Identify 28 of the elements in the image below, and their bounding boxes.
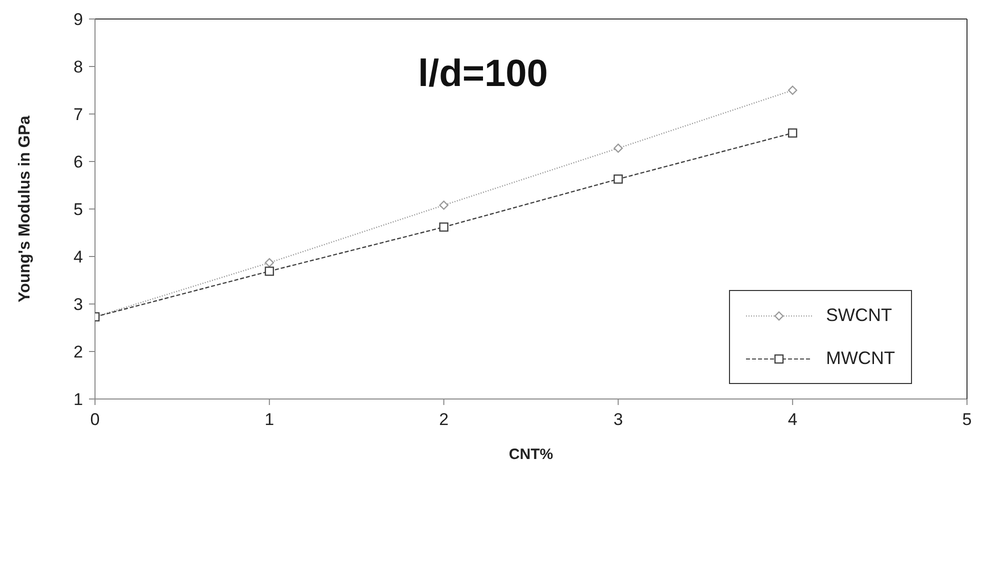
point <box>439 222 448 232</box>
point <box>788 86 798 95</box>
text: l/d=100 <box>418 53 548 96</box>
y-tick-label: 7 <box>74 105 83 124</box>
x-tick-label: 4 <box>788 410 798 430</box>
y-tick-label: 3 <box>74 295 83 314</box>
point <box>614 144 623 153</box>
point <box>264 258 274 268</box>
point <box>439 200 448 210</box>
y-tick-label: 2 <box>74 342 83 362</box>
point <box>614 174 623 184</box>
x-axis-title: CNT% <box>508 446 554 463</box>
legend-label: MWCNT <box>826 348 895 369</box>
x-tick-label: 3 <box>613 410 623 430</box>
x-tick-label: 0 <box>90 410 100 430</box>
y-tick-label: 9 <box>74 10 83 30</box>
legend-label: SWCNT <box>826 305 892 326</box>
x-tick-label: 2 <box>439 410 449 430</box>
x-tick-label: 5 <box>962 410 972 430</box>
y-axis-title: Young's Modulus in GPa <box>16 116 34 302</box>
x-tick-label: 1 <box>264 410 274 430</box>
y-tick-label: 4 <box>74 248 83 267</box>
y-tick-label: 5 <box>74 200 83 220</box>
y-tick-label: 6 <box>74 152 83 172</box>
point <box>788 128 798 138</box>
y-tick-label: 8 <box>74 58 83 77</box>
y-tick-label: 1 <box>74 390 83 410</box>
point <box>264 266 274 276</box>
